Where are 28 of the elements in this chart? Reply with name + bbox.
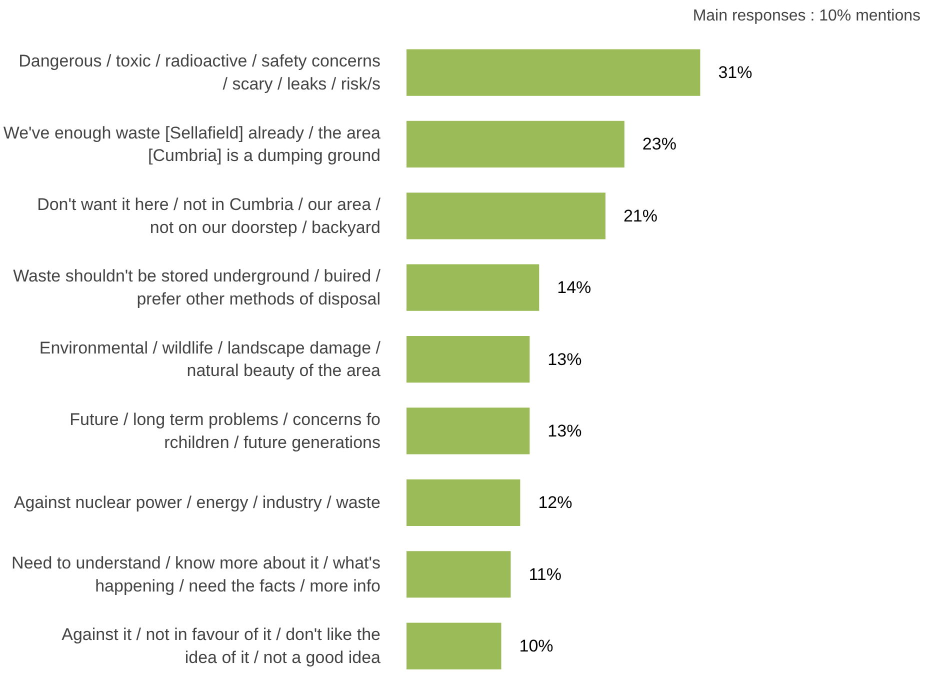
data-label: 11% (528, 564, 562, 584)
bar (406, 264, 540, 311)
y-tick-label: We've enough waste [Sellafield] already / the area [Cumbria] is a dumping ground (3, 123, 382, 166)
bar (406, 408, 530, 454)
data-label: 23% (642, 134, 676, 154)
y-tick-label: Don't want it here / not in Cumbria / our area / not on our doorstep / backyard (37, 195, 381, 237)
text: Main responses : 10% mentions (692, 8, 920, 24)
bar (406, 120, 624, 168)
bar (406, 49, 700, 96)
bar (406, 479, 520, 526)
bar (406, 336, 530, 383)
y-tick-label: Need to understand / know more about it / what's happening / need the facts / more info (12, 553, 381, 596)
data-label: 31% (718, 63, 752, 82)
y-tick-label: Dangerous / toxic / radioactive / safety concerns / scary / leaks / risk/s (18, 52, 381, 94)
data-label: 14% (557, 278, 592, 298)
data-label: 13% (548, 421, 582, 440)
data-label: 13% (548, 350, 582, 369)
data-label: 21% (623, 206, 658, 226)
y-tick-label: Environmental / wildlife / landscape damage / natural beauty of the area (39, 338, 382, 380)
bar (406, 192, 606, 240)
y-tick-label: Against nuclear power / energy / industry / waste (14, 493, 381, 512)
bar (406, 551, 511, 598)
y-tick-label: Waste shouldn't be stored underground / buired / prefer other methods of disposal (13, 266, 381, 308)
y-tick-label: Against it / not in favour of it / don't like the idea of it / not a good idea (62, 625, 382, 667)
data-label: 12% (538, 493, 572, 512)
y-tick-label: Future / long term problems / concerns fo rchildren / future generations (70, 410, 381, 452)
bar (406, 622, 502, 670)
data-label: 10% (519, 636, 554, 656)
